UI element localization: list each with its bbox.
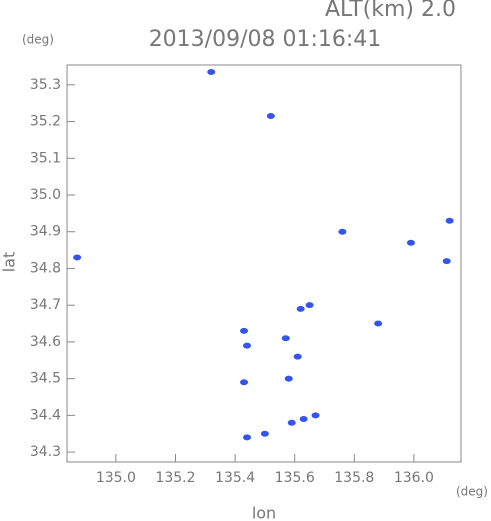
x-axis-label: lon	[252, 504, 276, 521]
y-tick-label: 35.1	[30, 150, 61, 166]
y-axis-label: lat	[0, 252, 19, 273]
y-tick-label: 34.3	[30, 444, 61, 460]
x-tick-label: 135.2	[155, 470, 195, 486]
echo-cell	[207, 68, 216, 75]
y-tick-label: 34.7	[30, 297, 61, 313]
echo-cell	[260, 430, 269, 437]
y-tick-label: 35.0	[30, 187, 61, 203]
altitude-label: ALT(km) 2.0	[325, 0, 456, 22]
echo-cell	[406, 239, 415, 246]
echo-cell	[240, 379, 249, 386]
x-tick-label: 135.6	[275, 470, 315, 486]
echo-cell	[243, 342, 252, 349]
x-tick-label: 136.0	[394, 470, 434, 486]
x-tick-label: 135.8	[334, 470, 374, 486]
chart-title: 2013/09/08 01:16:41	[149, 27, 382, 52]
echo-cell	[311, 412, 320, 419]
echo-cell	[296, 305, 305, 312]
echo-cell	[266, 113, 275, 120]
echo-cell	[338, 228, 347, 235]
x-unit: (deg)	[456, 485, 488, 499]
echo-cell	[374, 320, 383, 327]
x-tick-label: 135.4	[215, 470, 255, 486]
y-tick-label: 34.6	[30, 334, 61, 350]
plot-frame	[66, 64, 462, 463]
echo-cell	[442, 258, 451, 265]
echo-cell	[445, 217, 454, 224]
y-unit: (deg)	[22, 33, 54, 47]
y-tick-label: 35.3	[30, 77, 61, 93]
echo-cell	[240, 327, 249, 334]
echo-cell	[243, 434, 252, 441]
echo-cell	[293, 353, 302, 360]
echo-cell	[287, 419, 296, 426]
echo-cell	[305, 302, 314, 309]
x-tick-label: 135.0	[96, 470, 136, 486]
y-tick-label: 34.8	[30, 260, 61, 276]
echo-cell	[299, 416, 308, 423]
echo-cell	[73, 254, 82, 261]
y-tick-label: 34.9	[30, 224, 61, 240]
echo-cell	[284, 375, 293, 382]
y-tick-label: 34.5	[30, 371, 61, 387]
y-tick-label: 35.2	[30, 114, 61, 130]
echo-cell	[281, 335, 290, 342]
y-tick-label: 34.4	[30, 407, 61, 423]
